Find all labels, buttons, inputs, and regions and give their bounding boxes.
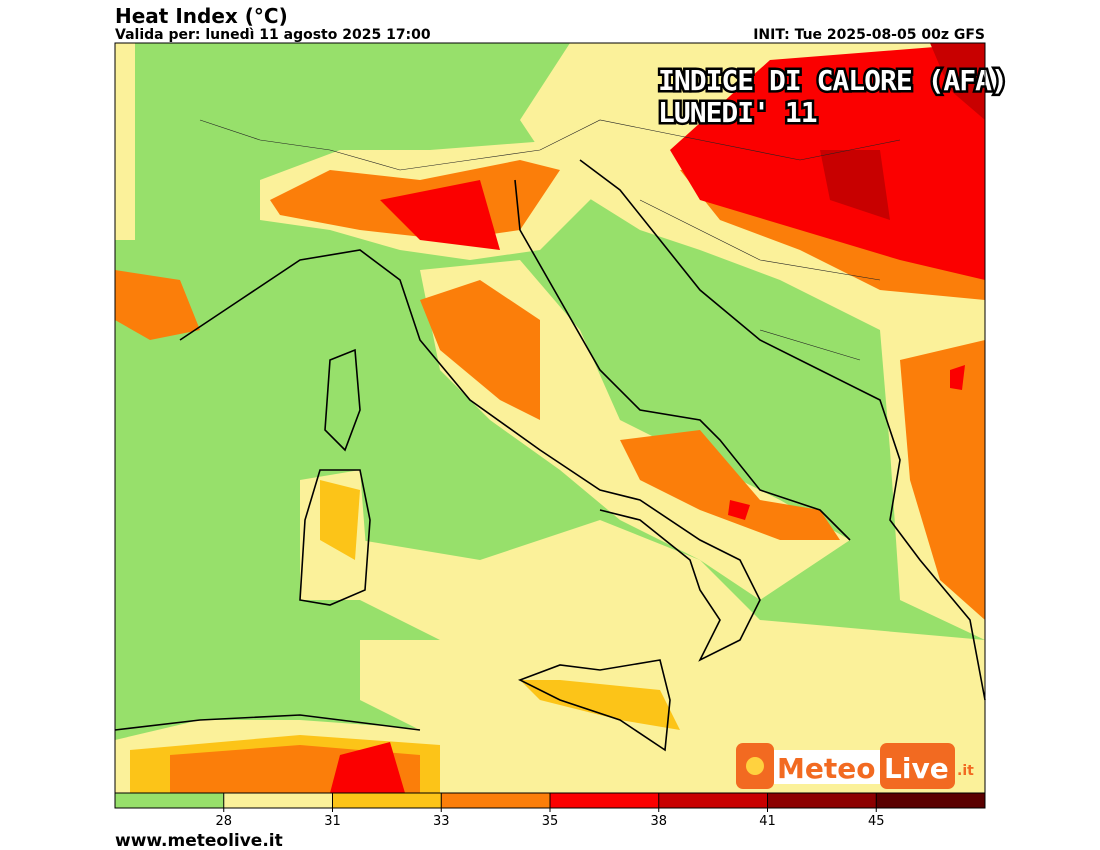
colorbar: 28 31 33 35 38 41 45	[114, 792, 986, 829]
area	[520, 680, 680, 730]
logo-meteo: Meteo	[777, 752, 875, 785]
colorbar-segment	[876, 793, 985, 808]
area	[115, 270, 200, 340]
area	[820, 150, 890, 220]
logo-live: Live	[884, 752, 949, 785]
area	[380, 180, 500, 250]
colorbar-tick-label: 33	[433, 814, 450, 829]
colorbar-tick-label: 28	[215, 814, 232, 829]
colorbar-segment	[441, 793, 550, 808]
area	[728, 500, 750, 520]
colorbar-tick-label: 38	[650, 814, 667, 829]
area	[900, 340, 985, 620]
area	[115, 43, 135, 240]
colorbar-segment	[115, 793, 224, 808]
heat-field	[115, 43, 985, 793]
area	[420, 280, 540, 420]
colorbar-segment	[658, 793, 768, 808]
colorbar-tick-label: 45	[868, 814, 885, 829]
overlay-day: LUNEDI' 11	[658, 96, 817, 129]
colorbar-segment	[767, 793, 877, 808]
area	[360, 520, 985, 793]
overlay-title: INDICE DI CALORE (AFA)	[658, 64, 1007, 97]
colorbar-segment	[550, 793, 659, 808]
colorbar-tick-label: 35	[542, 814, 559, 829]
colorbar-segment	[223, 793, 333, 808]
logo: Meteo Live .it	[736, 743, 974, 789]
title: Heat Index (°C)	[115, 4, 288, 28]
area	[620, 430, 840, 540]
init-time: INIT: Tue 2025-08-05 00z GFS	[753, 27, 985, 43]
colorbar-tick-label: 31	[324, 814, 341, 829]
logo-white	[774, 750, 882, 784]
coastlines	[114, 119, 986, 752]
logo-sun	[746, 757, 764, 775]
colorbar-segment	[332, 793, 442, 808]
area	[950, 365, 965, 390]
logo-live-box	[880, 743, 955, 789]
area	[320, 480, 360, 560]
valid-time: Valida per: lunedì 11 agosto 2025 17:00	[115, 27, 431, 43]
footer-url: www.meteolive.it	[115, 831, 283, 850]
area	[930, 43, 985, 120]
logo-tld: .it	[957, 763, 974, 779]
area	[330, 742, 405, 793]
colorbar-tick-label: 41	[759, 814, 776, 829]
